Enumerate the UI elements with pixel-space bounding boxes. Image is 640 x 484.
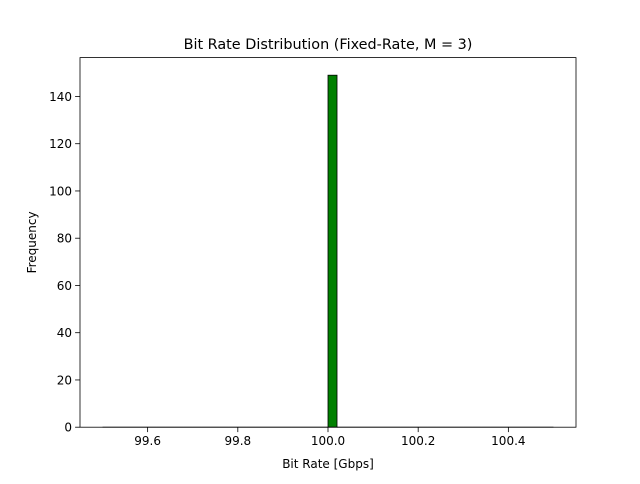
y-tick-label: 0 [64,421,72,435]
x-tick-label: 100.0 [311,434,345,448]
y-tick-label: 20 [57,373,72,387]
y-tick-label: 80 [57,232,72,246]
y-tick-label: 140 [49,90,72,104]
y-tick-label: 40 [57,326,72,340]
x-tick-label: 99.8 [224,434,251,448]
x-axis-label: Bit Rate [Gbps] [282,457,374,471]
x-tick-label: 100.4 [491,434,525,448]
histogram-bar [327,74,338,428]
y-axis-ticks: 0 20 40 60 80 100 120 140 [49,90,80,435]
y-tick-label: 120 [49,137,72,151]
x-axis-ticks: 99.6 99.8 100.0 100.2 100.4 [134,427,526,448]
y-tick-label: 100 [49,184,72,198]
x-tick-label: 99.6 [134,434,161,448]
x-tick-label: 100.2 [401,434,435,448]
y-tick-label: 60 [57,279,72,293]
chart-title: Bit Rate Distribution (Fixed-Rate, M = 3… [184,37,473,53]
y-axis-label: Frequency [25,211,39,273]
